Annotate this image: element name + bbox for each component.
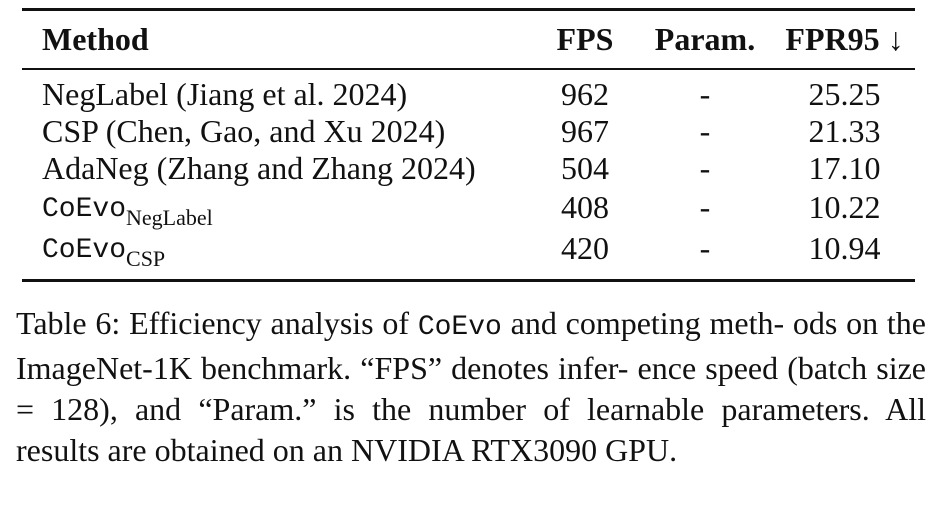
- method-name: CoEvo: [42, 194, 127, 225]
- method-subscript: NegLabel: [126, 205, 213, 230]
- table-row: CoEvoCSP 420 - 10.94: [22, 228, 915, 281]
- param-cell: -: [699, 189, 711, 225]
- table-caption: Table 6: Efficiency analysis of CoEvo an…: [16, 303, 926, 471]
- param-cell: -: [699, 113, 711, 149]
- fps-cell: 408: [561, 189, 609, 225]
- param-cell: -: [699, 150, 711, 186]
- header-row: Method FPS Param. FPR95 ↓: [22, 9, 915, 69]
- fps-cell: 420: [561, 230, 609, 266]
- fps-cell: 962: [561, 76, 609, 112]
- method-cell: CSP (Chen, Gao, and Xu 2024): [42, 113, 446, 149]
- fps-cell: 504: [561, 150, 609, 186]
- efficiency-table: Method FPS Param. FPR95 ↓ NegLabel (Jian…: [22, 8, 915, 282]
- header-param: Param.: [654, 21, 756, 57]
- table-row: CSP (Chen, Gao, and Xu 2024) 967 - 21.33: [22, 113, 915, 150]
- header-fps: FPS: [556, 21, 614, 57]
- fpr95-cell: 25.25: [808, 76, 881, 112]
- table-row: NegLabel (Jiang et al. 2024) 962 - 25.25: [22, 69, 915, 113]
- table-row: AdaNeg (Zhang and Zhang 2024) 504 - 17.1…: [22, 150, 915, 187]
- table-row: CoEvoNegLabel 408 - 10.22: [22, 187, 915, 230]
- method-cell: NegLabel (Jiang et al. 2024): [42, 76, 408, 112]
- method-cell: CoEvoCSP: [22, 228, 534, 281]
- table-body: NegLabel (Jiang et al. 2024) 962 - 25.25…: [22, 69, 915, 281]
- fpr95-cell: 10.94: [808, 230, 881, 266]
- caption-body: and competing meth- ods on the ImageNet-…: [16, 305, 926, 468]
- fpr95-cell: 17.10: [808, 150, 881, 186]
- caption-method-name: CoEvo: [417, 312, 502, 343]
- efficiency-table-container: Method FPS Param. FPR95 ↓ NegLabel (Jian…: [22, 8, 915, 282]
- param-cell: -: [699, 76, 711, 112]
- method-subscript: CSP: [126, 246, 166, 271]
- fpr95-cell: 21.33: [808, 113, 881, 149]
- method-cell: CoEvoNegLabel: [22, 187, 534, 230]
- header-fpr95: FPR95 ↓: [785, 21, 904, 57]
- param-cell: -: [699, 230, 711, 266]
- table-header: Method FPS Param. FPR95 ↓: [22, 9, 915, 69]
- header-method: Method: [42, 21, 149, 57]
- method-name: CoEvo: [42, 235, 127, 266]
- method-cell: AdaNeg (Zhang and Zhang 2024): [42, 150, 476, 186]
- fpr95-cell: 10.22: [808, 189, 881, 225]
- fps-cell: 967: [561, 113, 609, 149]
- caption-prefix: Table 6: Efficiency analysis of: [16, 305, 418, 341]
